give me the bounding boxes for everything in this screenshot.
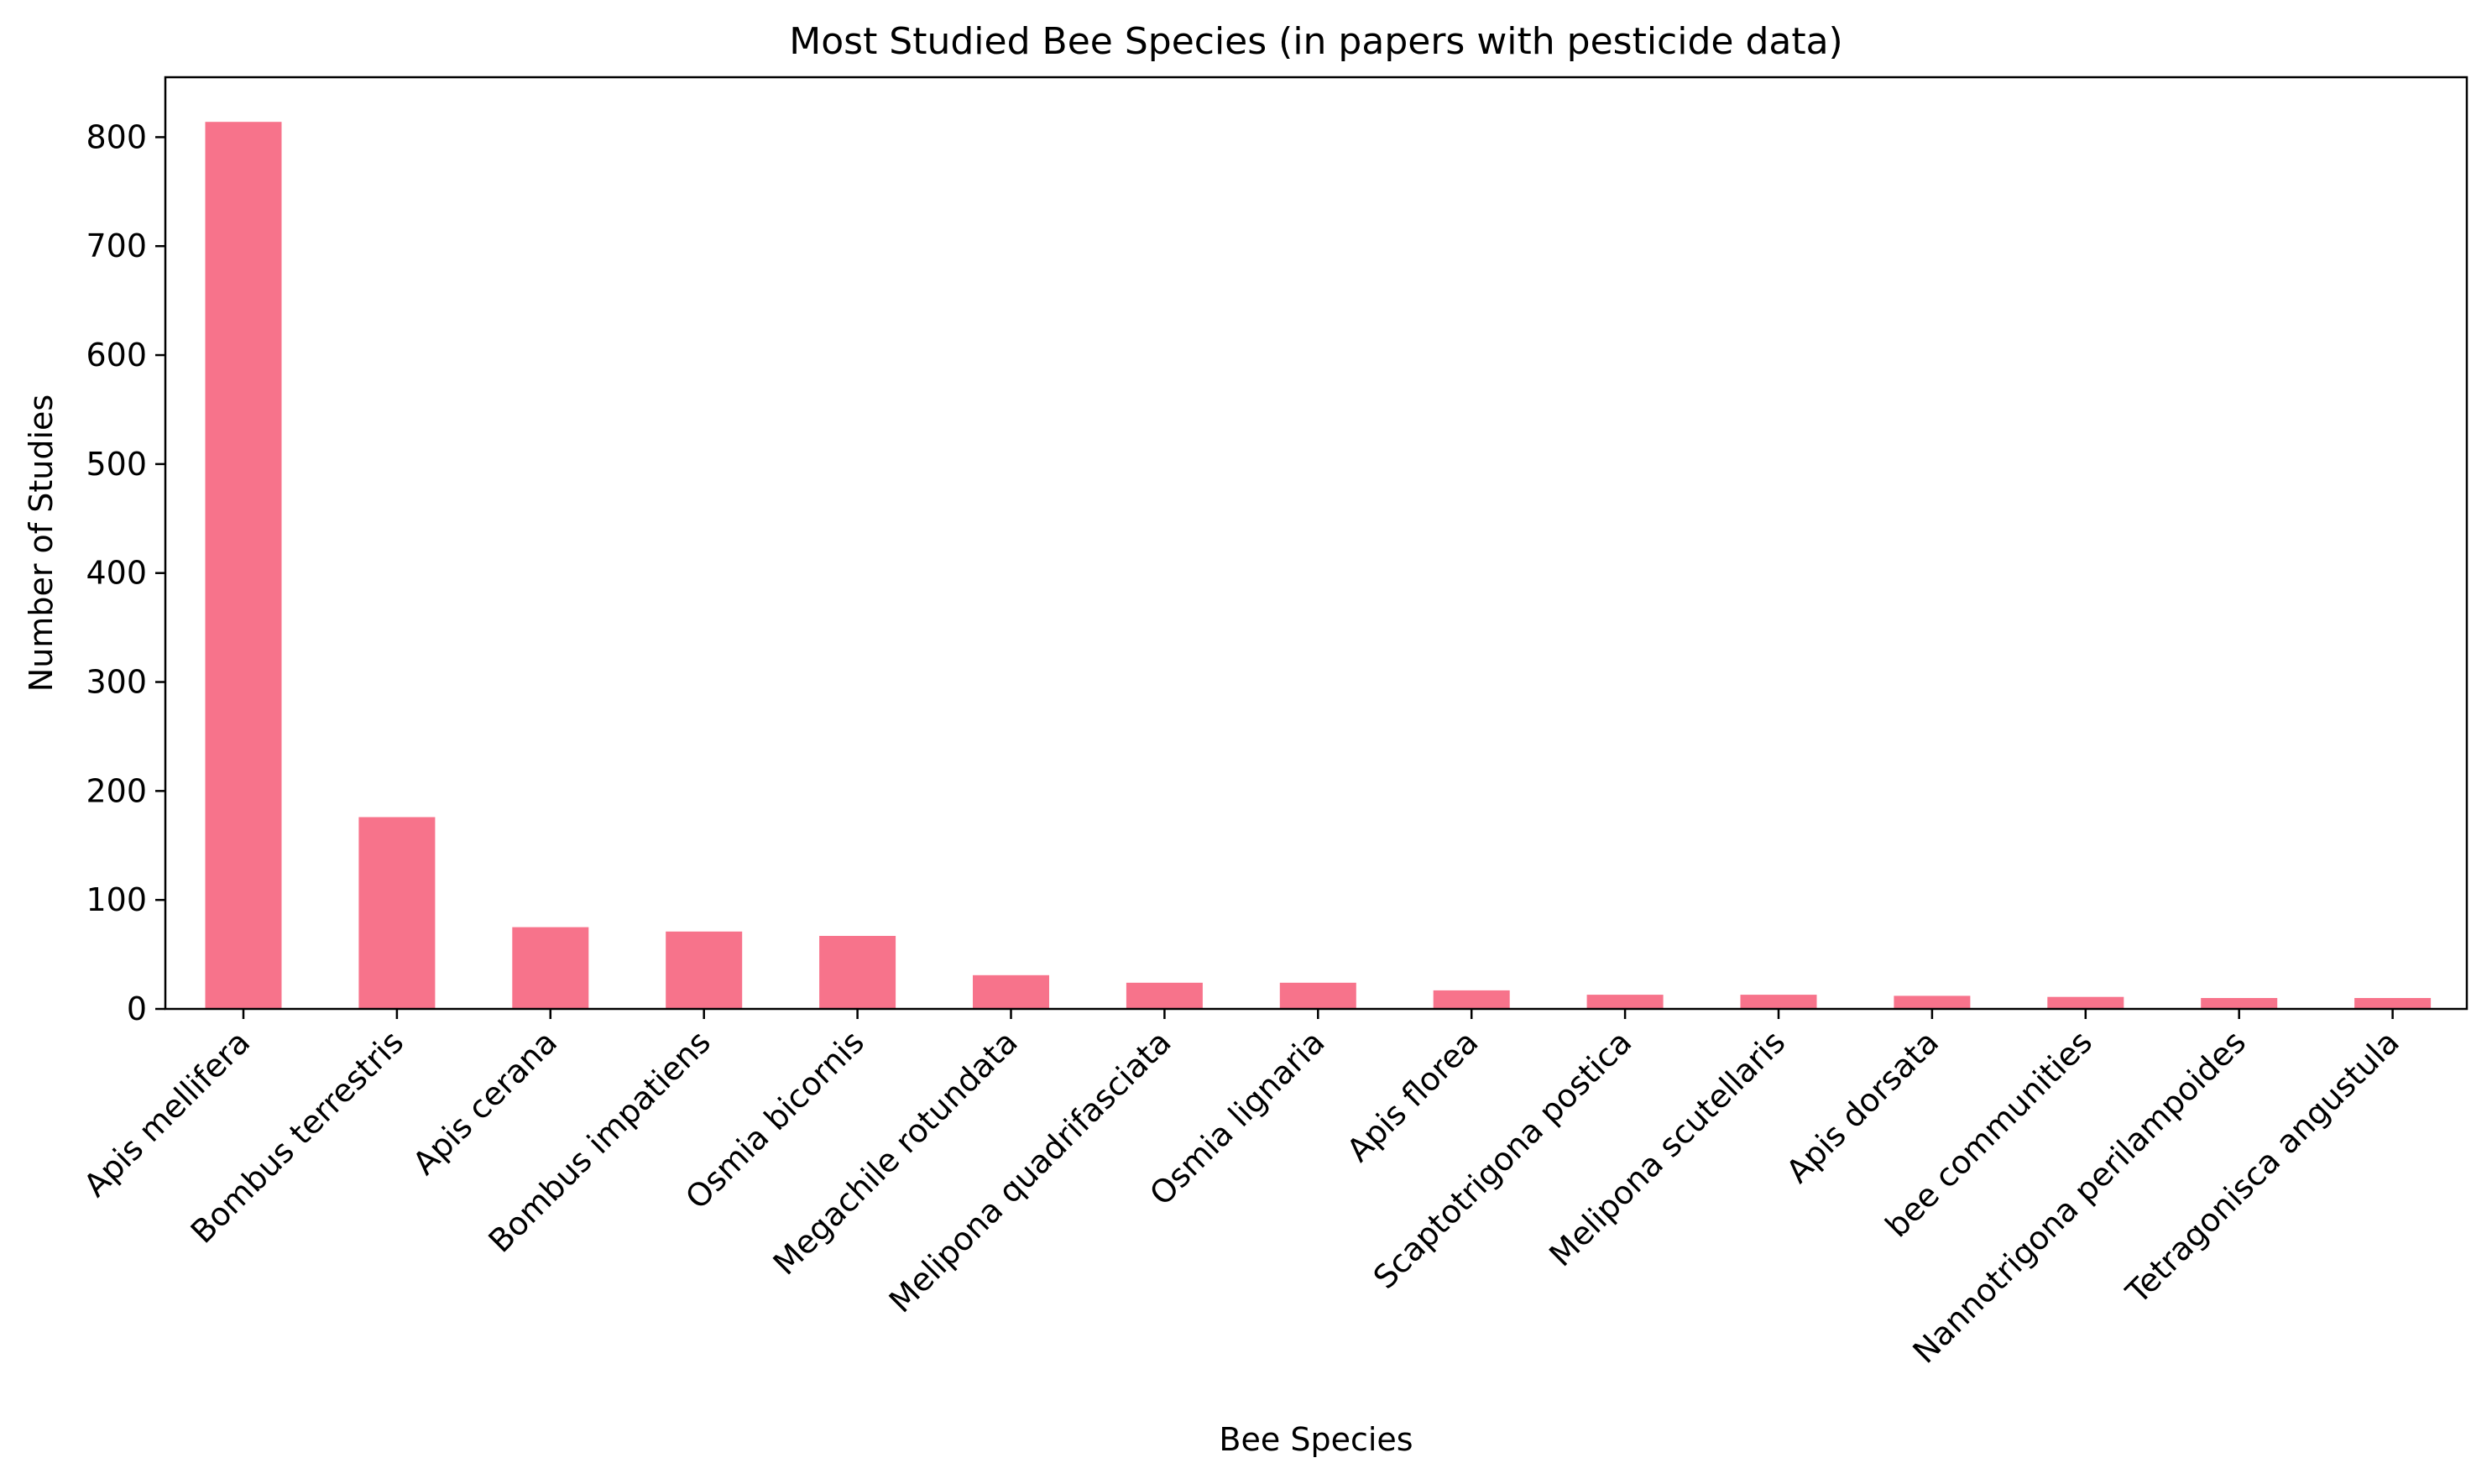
x-axis-label: Bee Species (1219, 1421, 1413, 1458)
y-tick-label: 0 (127, 990, 147, 1027)
y-tick-label: 800 (86, 118, 147, 155)
bar (1433, 990, 1510, 1009)
y-tick-label: 500 (86, 446, 147, 483)
y-tick-label: 100 (86, 881, 147, 918)
bar (666, 931, 743, 1009)
bar (2354, 998, 2432, 1009)
bar (973, 975, 1049, 1009)
x-tick-label: Apis florea (1340, 1023, 1485, 1168)
bar (1740, 995, 1817, 1009)
bar (1279, 982, 1356, 1009)
y-tick-label: 300 (86, 664, 147, 701)
bar (512, 927, 589, 1009)
y-axis: 0 100 200 300 400 500 600 700 800 (86, 118, 165, 1027)
x-tick-label: Nannotrigona perilampoides (1906, 1023, 2254, 1371)
y-tick-label: 700 (86, 227, 147, 264)
bar (2047, 996, 2124, 1009)
x-tick-label: Apis cerana (405, 1023, 564, 1182)
bar (205, 122, 282, 1010)
x-tick-label: Megachile rotundata (766, 1023, 1025, 1282)
y-axis-label: Number of Studies (23, 395, 60, 692)
bar (2201, 998, 2278, 1009)
bar (819, 936, 896, 1009)
plot-frame (164, 76, 2468, 1011)
bar (358, 817, 436, 1009)
y-tick-label: 400 (86, 555, 147, 592)
bar (1126, 982, 1203, 1009)
x-tick-label: Tetragonisca angustula (2118, 1023, 2406, 1311)
chart-title: Most Studied Bee Species (in papers with… (789, 20, 1842, 63)
y-tick-label: 200 (86, 772, 147, 809)
x-tick-label: Melipona quadrifasciata (882, 1023, 1178, 1319)
y-tick-label: 600 (86, 337, 147, 374)
bar (1586, 995, 1664, 1009)
x-tick-label: Scaptotrigona postica (1366, 1023, 1639, 1296)
bars-group (205, 122, 2432, 1010)
x-tick-label: Apis dorsata (1779, 1023, 1946, 1190)
bar (1894, 995, 1971, 1009)
